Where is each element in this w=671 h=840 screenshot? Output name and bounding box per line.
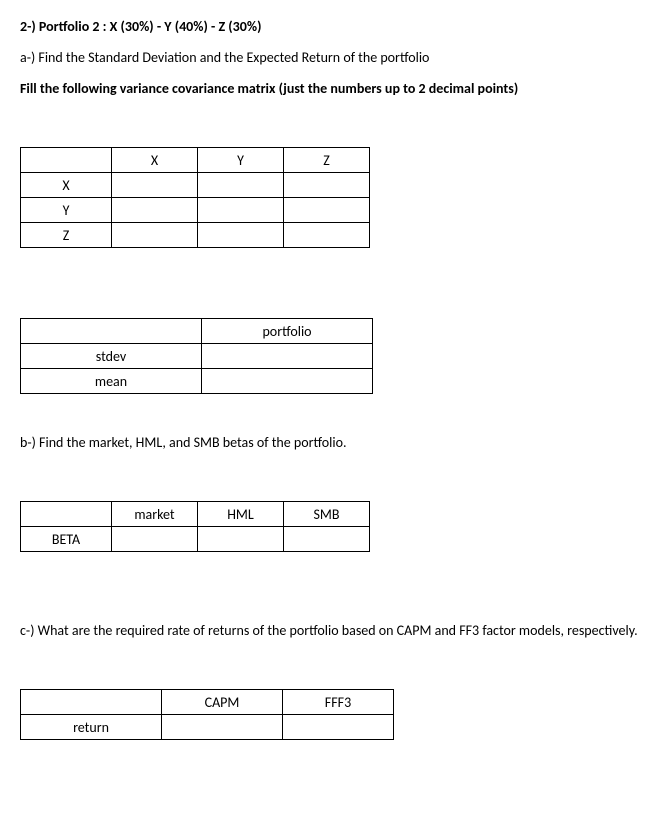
cov-cell — [198, 223, 284, 248]
cov-cell — [112, 198, 198, 223]
cov-row-z: Z — [21, 223, 112, 248]
return-col-fff3: FFF3 — [283, 690, 394, 715]
cov-cell — [284, 173, 370, 198]
part-b-text: b-) Find the market, HML, and SMB betas … — [20, 434, 651, 451]
cov-col-x: X — [112, 148, 198, 173]
beta-hml-value — [198, 527, 284, 552]
portfolio-stdev-value — [202, 344, 373, 369]
beta-smb-value — [284, 527, 370, 552]
beta-corner — [21, 502, 112, 527]
cov-row-x: X — [21, 173, 112, 198]
return-capm-value — [162, 715, 283, 740]
beta-table: market HML SMB BETA — [20, 501, 370, 552]
cov-cell — [112, 173, 198, 198]
part-a-text: a-) Find the Standard Deviation and the … — [20, 49, 651, 66]
portfolio-row-mean: mean — [21, 369, 202, 394]
cov-corner — [21, 148, 112, 173]
beta-row-label: BETA — [21, 527, 112, 552]
return-col-capm: CAPM — [162, 690, 283, 715]
cov-col-y: Y — [198, 148, 284, 173]
return-row-label: return — [21, 715, 162, 740]
beta-col-market: market — [112, 502, 198, 527]
part-c-text: c-) What are the required rate of return… — [20, 622, 651, 639]
cov-cell — [198, 173, 284, 198]
portfolio-title: 2-) Portfolio 2 : X (30%) - Y (40%) - Z … — [20, 18, 651, 35]
portfolio-corner — [21, 319, 202, 344]
portfolio-header: portfolio — [202, 319, 373, 344]
cov-cell — [112, 223, 198, 248]
return-corner — [21, 690, 162, 715]
return-table: CAPM FFF3 return — [20, 689, 394, 740]
fill-instruction: Fill the following variance covariance m… — [20, 80, 651, 97]
return-fff3-value — [283, 715, 394, 740]
beta-col-hml: HML — [198, 502, 284, 527]
cov-row-y: Y — [21, 198, 112, 223]
cov-col-z: Z — [284, 148, 370, 173]
portfolio-row-stdev: stdev — [21, 344, 202, 369]
cov-cell — [284, 198, 370, 223]
portfolio-mean-value — [202, 369, 373, 394]
covariance-table: X Y Z X Y Z — [20, 147, 370, 248]
cov-cell — [284, 223, 370, 248]
beta-col-smb: SMB — [284, 502, 370, 527]
cov-cell — [198, 198, 284, 223]
portfolio-table: portfolio stdev mean — [20, 318, 373, 394]
beta-market-value — [112, 527, 198, 552]
